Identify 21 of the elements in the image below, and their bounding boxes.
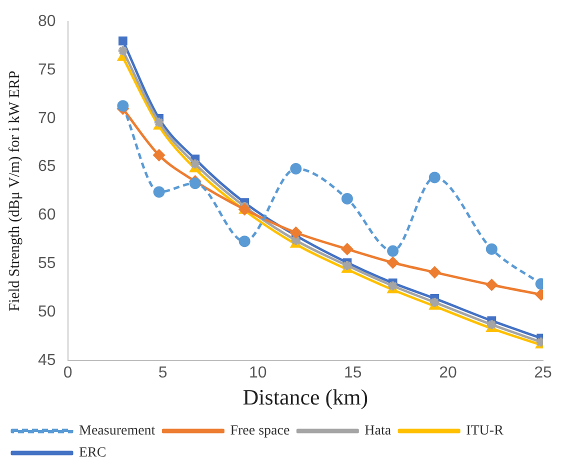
x-tick-label: 10 [248, 364, 267, 382]
y-tick-label: 45 [38, 352, 56, 369]
x-axis-title: Distance (km) [242, 384, 368, 410]
x-tick-label: 25 [534, 364, 552, 382]
x-tick-label: 0 [63, 364, 72, 382]
y-tick-label: 75 [38, 61, 56, 78]
y-axis-title: Field Strength (dBμ V/m) for i kW ERP [6, 70, 23, 312]
x-tick-label: 20 [439, 364, 457, 382]
y-tick-label: 55 [38, 255, 56, 272]
y-tick-label: 80 [38, 13, 56, 30]
y-tick-label: 50 [38, 303, 56, 320]
y-tick-label: 70 [38, 110, 56, 127]
legend-label: ITU-R [466, 424, 504, 439]
y-tick-label: 65 [38, 158, 56, 176]
x-tick-label: 5 [158, 364, 168, 382]
legend-label: Measurement [79, 424, 156, 439]
legend-label: Free space [230, 424, 290, 439]
legend-label: ERC [79, 446, 106, 461]
x-tick-label: 15 [344, 364, 362, 382]
legend-label: Hata [364, 424, 392, 439]
y-tick-label: 60 [38, 206, 56, 224]
